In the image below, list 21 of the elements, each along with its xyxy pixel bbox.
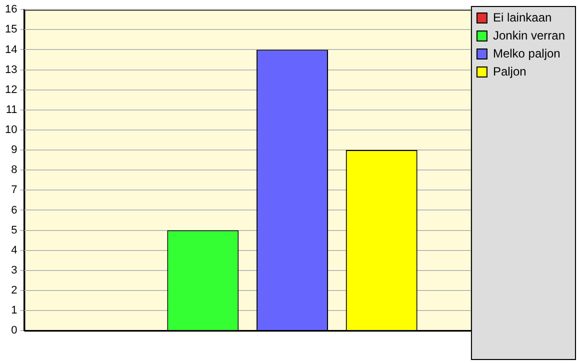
- y-tick-label: 10: [4, 124, 18, 136]
- legend-label: Melko paljon: [492, 46, 560, 60]
- legend-label: Ei lainkaan: [492, 10, 552, 24]
- y-tick-label: 12: [4, 84, 18, 96]
- y-tick-label: 16: [4, 4, 18, 16]
- y-tick-label: 9: [11, 144, 18, 156]
- y-tick-label: 14: [4, 44, 18, 56]
- y-tick-label: 0: [11, 324, 18, 337]
- y-tick-label: 15: [4, 24, 18, 36]
- y-tick-label: 7: [11, 184, 18, 196]
- y-tick-label: 8: [11, 164, 18, 176]
- y-tick-label: 13: [4, 64, 18, 76]
- legend-label: Jonkin verran: [492, 28, 566, 42]
- y-tick-label: 1: [11, 304, 18, 317]
- legend-label: Paljon: [492, 64, 526, 78]
- y-tick-label: 2: [11, 284, 18, 297]
- y-tick-label: 6: [11, 204, 18, 216]
- y-tick-label: 11: [6, 104, 18, 116]
- y-tick-label: 4: [11, 244, 18, 256]
- y-tick-label: 3: [11, 264, 18, 276]
- y-tick-label: 5: [11, 224, 18, 236]
